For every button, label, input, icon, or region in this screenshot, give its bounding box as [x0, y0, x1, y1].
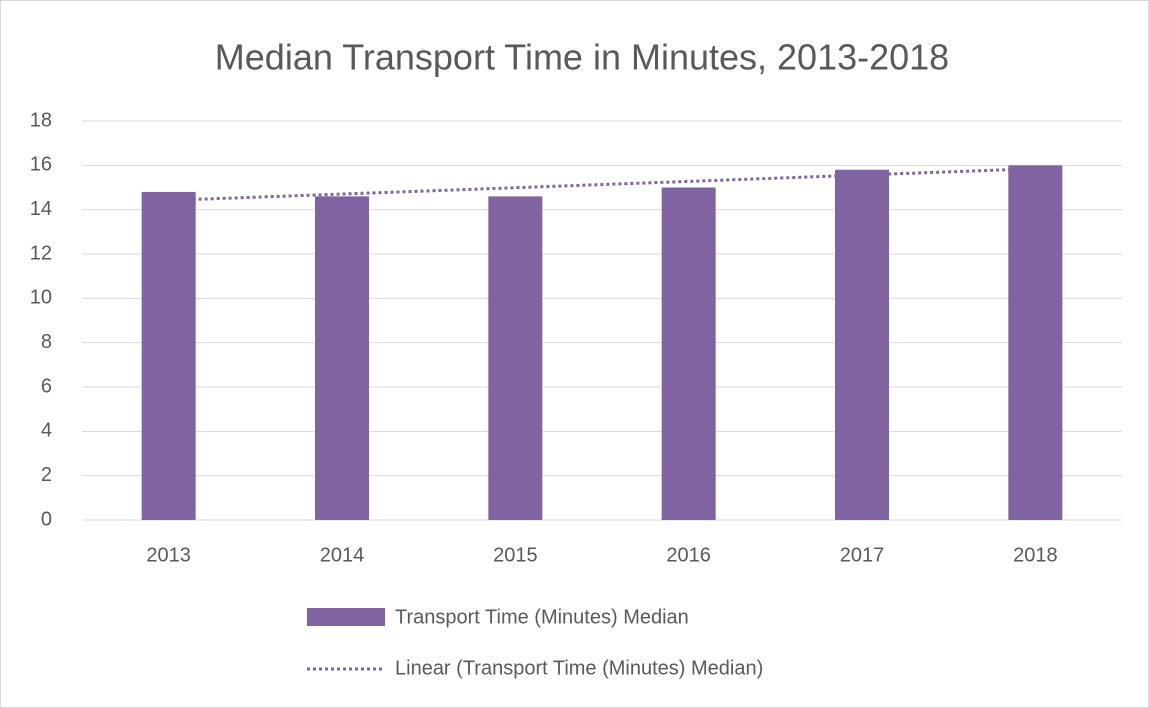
y-tick-label: 8	[41, 331, 52, 353]
bar	[315, 196, 369, 520]
x-tick-label: 2014	[320, 544, 365, 566]
x-tick-label: 2016	[666, 544, 711, 566]
y-tick-label: 0	[41, 508, 52, 530]
legend-label: Transport Time (Minutes) Median	[395, 606, 689, 628]
y-tick-label: 6	[41, 375, 52, 397]
y-tick-label: 2	[41, 464, 52, 486]
legend-label: Linear (Transport Time (Minutes) Median)	[395, 657, 763, 679]
y-tick-label: 16	[30, 154, 52, 176]
bar	[1008, 165, 1063, 521]
x-tick-label: 2013	[146, 544, 191, 566]
bar	[835, 169, 889, 520]
y-tick-label: 12	[30, 242, 52, 264]
y-tick-label: 10	[30, 287, 52, 309]
x-tick-label: 2015	[493, 544, 538, 566]
bar	[141, 191, 196, 520]
y-tick-label: 4	[41, 420, 52, 442]
chart-title: Median Transport Time in Minutes, 2013-2…	[215, 37, 949, 78]
bar	[488, 196, 543, 520]
x-tick-label: 2018	[1013, 544, 1058, 566]
legend-swatch	[307, 608, 385, 626]
x-tick-label: 2017	[840, 544, 885, 566]
bar	[661, 187, 716, 520]
y-tick-label: 18	[30, 109, 52, 131]
trendline	[168, 167, 1036, 202]
y-tick-label: 14	[30, 198, 52, 220]
